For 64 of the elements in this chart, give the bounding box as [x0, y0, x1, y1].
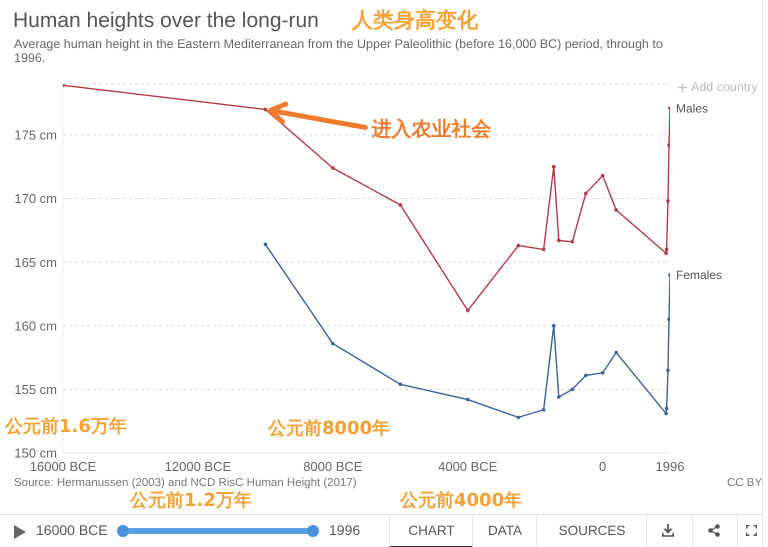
point — [542, 248, 546, 252]
y-tick-label: 155 cm — [14, 382, 57, 397]
point — [667, 143, 670, 147]
point — [331, 166, 335, 170]
text: Add country — [691, 80, 758, 94]
point — [552, 324, 556, 328]
point — [600, 371, 604, 375]
point — [264, 242, 268, 246]
y-tick-label: 170 cm — [14, 191, 57, 206]
point — [516, 244, 520, 248]
point — [557, 395, 561, 399]
x-tick-label: 16000 BCE — [30, 459, 97, 474]
annotation: 进入农业社会 — [370, 116, 492, 140]
point — [664, 406, 668, 410]
x-tick-label: 12000 BCE — [164, 459, 232, 474]
line-series — [264, 242, 670, 420]
y-tick-label: 175 cm — [14, 128, 57, 143]
point — [466, 398, 470, 402]
point — [614, 350, 618, 354]
annotation: 公元前8000年 — [268, 418, 390, 440]
y-tick-label: 165 cm — [14, 254, 57, 270]
source-note: Source: Hermanussen (2003) and NCD RisC Human Height (2017) — [14, 477, 357, 490]
chart-title: Human heights over the long-run — [13, 9, 319, 33]
point — [570, 240, 574, 244]
x-tick-label: 1996 — [656, 459, 684, 474]
text: 16000 BCE — [36, 522, 108, 538]
text: SOURCES — [558, 523, 626, 538]
x-tick-label: 0 — [599, 459, 606, 474]
point — [398, 382, 402, 386]
point — [542, 408, 546, 412]
point — [600, 174, 604, 178]
point — [331, 342, 335, 346]
point — [664, 412, 668, 416]
text: CHART — [407, 523, 456, 538]
point — [557, 238, 561, 242]
point — [666, 368, 670, 372]
text: 公元前4000年 — [400, 490, 522, 512]
point — [466, 308, 470, 312]
text: 公元前1.2万年 — [130, 490, 252, 512]
x-tick-label: 8000 BCE — [303, 459, 363, 474]
point — [584, 192, 588, 196]
point — [666, 199, 670, 203]
text: CC BY — [727, 477, 762, 490]
text: 1996 — [329, 522, 360, 538]
series-label: Males — [676, 101, 708, 116]
point — [614, 208, 618, 212]
series-label: Females — [676, 268, 722, 282]
chart-subtitle: Average human height in the Eastern Mediterranean from the Upper Paleolithic (before 16,000 BC) period, through to 1996. — [14, 37, 664, 65]
text: 人类身高变化 — [352, 8, 478, 32]
x-tick-label: 4000 BCE — [438, 459, 498, 474]
point — [570, 388, 574, 392]
annotation: 公元前1.6万年 — [5, 416, 127, 438]
text: DATA — [486, 523, 523, 538]
point — [667, 318, 670, 322]
point — [516, 416, 520, 420]
point — [584, 374, 588, 378]
y-tick-label: 150 cm — [14, 446, 57, 461]
point — [664, 248, 668, 252]
line-series — [63, 84, 670, 312]
point — [552, 164, 556, 169]
point — [664, 251, 668, 256]
y-tick-label: 160 cm — [14, 318, 57, 334]
point — [398, 203, 402, 207]
point — [264, 108, 268, 112]
